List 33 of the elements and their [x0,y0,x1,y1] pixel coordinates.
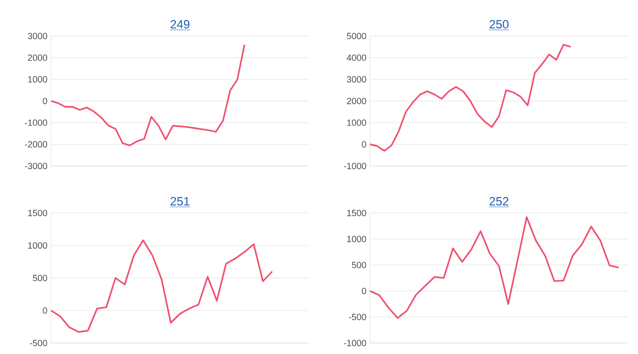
y-tick-label: -1000 [24,119,48,126]
chart-title: 251 [170,197,190,206]
y-tick-label: 4000 [346,54,366,61]
y-tick-label: 1000 [347,119,366,126]
chart-title: 252 [490,197,508,206]
line-series [50,240,273,333]
y-tick-label: 500 [32,274,48,282]
y-tick-label: -500 [348,314,366,320]
chart-title: 249 [170,20,190,29]
y-tick-label: 1500 [28,210,48,216]
y-tick-label: 2000 [28,54,48,61]
y-tick-label: -1000 [344,340,366,346]
y-tick-label: 0 [362,141,366,148]
y-tick-label: -500 [30,340,48,346]
y-tick-label: 0 [42,98,48,104]
y-tick-label: -2000 [24,141,48,148]
chart-title: 250 [490,20,509,29]
y-tick-label: 1000 [28,76,48,83]
y-tick-label: 500 [352,262,366,268]
y-tick-label: 3000 [28,32,48,40]
line-series [369,44,572,152]
y-tick-label: 1000 [347,236,366,242]
y-tick-label: 3000 [346,76,366,83]
y-tick-label: 5000 [346,32,366,40]
y-tick-label: 2000 [346,98,366,104]
y-tick-label: -1000 [344,162,366,170]
y-tick-label: 1000 [28,242,48,249]
y-tick-label: 0 [362,288,366,294]
y-tick-label: -3000 [24,162,48,170]
line-series [369,216,620,319]
y-tick-label: 0 [42,307,48,314]
y-tick-label: 1500 [347,210,366,216]
line-series [50,44,246,146]
